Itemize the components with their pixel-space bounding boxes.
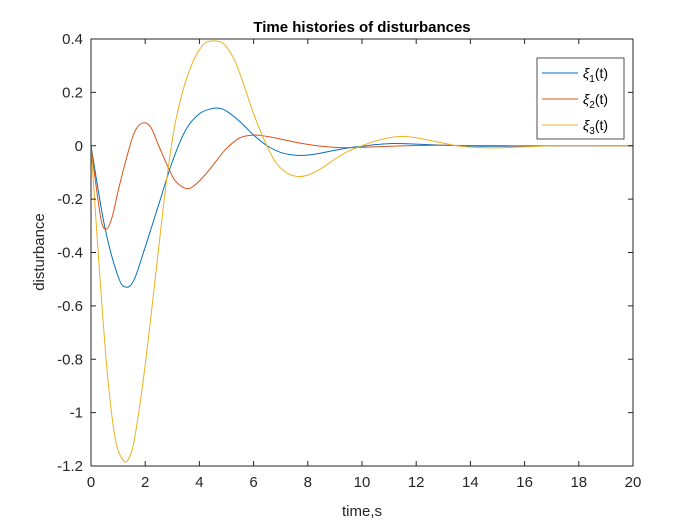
x-tick-label: 18 [570,474,587,491]
series-line-xi3 [90,40,634,463]
y-tick-label: 0.4 [62,31,83,48]
x-tick-label: 20 [625,474,642,491]
y-tick-label: 0 [75,138,83,155]
chart-title: Time histories of disturbances [253,19,470,36]
y-tick-label: -0.2 [57,191,83,208]
x-axis-label: time,s [342,503,382,520]
y-axis-label: disturbance [31,213,48,291]
x-tick-label: 2 [141,474,149,491]
x-tick-label: 0 [87,474,95,491]
y-tick-label: 0.2 [62,84,83,101]
axes-box [90,38,634,467]
x-tick-label: 8 [304,474,312,491]
legend-entries: ξ1(t) ξ2(t) ξ3(t) [542,65,608,137]
y-tick-label: -0.8 [57,351,83,368]
x-tick-label: 4 [195,474,203,491]
y-tick-label: -0.4 [57,245,83,262]
x-tick-label: 14 [462,474,479,491]
x-tick-label: 10 [354,474,371,491]
y-tick-label: -0.6 [57,298,83,315]
legend-label-xi1: ξ1(t) [583,65,608,85]
legend-label-xi3: ξ3(t) [583,117,608,137]
x-tick-label: 12 [408,474,425,491]
ticks-layer: 0 2 4 6 8 10 12 14 16 18 20 -1.2 -1 -0.8 -0.6 -0.4 -0.2 0… [57,31,641,491]
legend: ξ1(t) ξ2(t) ξ3(t) [536,57,625,140]
series-layer [90,40,634,463]
x-tick-label: 16 [516,474,533,491]
series-line-xi2 [90,122,633,230]
y-tick-label: -1 [70,405,83,422]
y-tick-label: -1.2 [57,458,83,475]
x-tick-label: 6 [249,474,257,491]
legend-label-xi2: ξ2(t) [583,91,608,111]
series-line-xi1 [90,107,633,288]
